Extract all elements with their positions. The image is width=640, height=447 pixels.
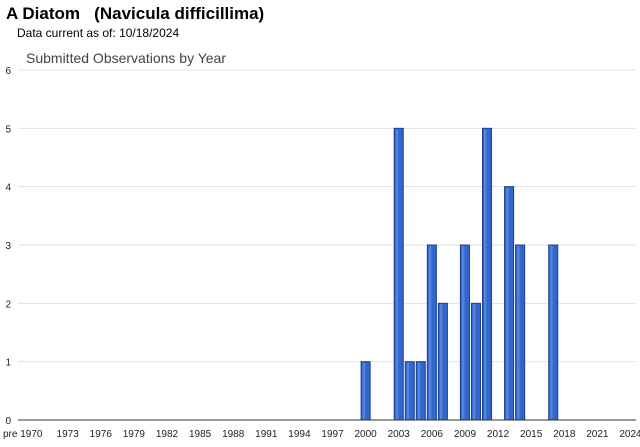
gridlines bbox=[18, 69, 636, 363]
bar-2007 bbox=[437, 302, 448, 421]
bar-2006 bbox=[426, 244, 437, 421]
x-tick-label: 2000 bbox=[355, 429, 378, 440]
bar-2004 bbox=[404, 361, 415, 421]
x-tick-label: 2009 bbox=[454, 429, 477, 440]
bar-2013 bbox=[504, 186, 515, 421]
bar-highlight-2017 bbox=[550, 246, 553, 419]
bar-highlight-2006 bbox=[428, 246, 432, 419]
bar-highlight-2003 bbox=[395, 129, 399, 419]
data-current-date: 10/18/2024 bbox=[119, 26, 180, 40]
x-tick-label: 1976 bbox=[90, 429, 113, 440]
bar-2014 bbox=[515, 244, 526, 421]
y-tick-label: 2 bbox=[5, 299, 11, 310]
bar-highlight-2007 bbox=[439, 304, 443, 419]
data-current-line: Data current as of: 10/18/2024 bbox=[17, 26, 179, 40]
bar-2011 bbox=[481, 127, 493, 421]
x-tick-label: 2003 bbox=[388, 429, 411, 440]
x-tick-label: 1994 bbox=[288, 429, 311, 440]
x-tick-label: 2021 bbox=[586, 429, 609, 440]
x-tick-label: 1997 bbox=[321, 429, 344, 440]
bar-highlight-2000 bbox=[362, 362, 366, 419]
data-current-label: Data current as of: bbox=[17, 26, 116, 40]
bars bbox=[360, 127, 559, 421]
common-name: A Diatom bbox=[6, 4, 80, 23]
x-tick-label: 1988 bbox=[222, 429, 245, 440]
y-tick-label: 6 bbox=[5, 66, 11, 77]
y-tick-label: 3 bbox=[5, 241, 11, 252]
bar-2017 bbox=[548, 244, 559, 421]
bar-highlight-2005 bbox=[417, 362, 421, 419]
page-title: A Diatom (Navicula difficillima) bbox=[6, 4, 264, 24]
x-tick-label: 1973 bbox=[57, 429, 80, 440]
y-tick-label: 4 bbox=[5, 183, 11, 194]
x-tick-label: 2018 bbox=[553, 429, 576, 440]
x-tick-label: 2006 bbox=[421, 429, 444, 440]
scientific-name: (Navicula difficillima) bbox=[94, 4, 265, 23]
x-tick-label: pre 1970 bbox=[3, 429, 43, 440]
y-tick-label: 5 bbox=[5, 124, 11, 135]
bar-2000 bbox=[360, 361, 371, 421]
y-axis-ticks: 0 1 2 3 4 5 6 bbox=[5, 66, 11, 427]
x-tick-label: 2015 bbox=[520, 429, 543, 440]
bar-2010 bbox=[470, 302, 482, 421]
x-tick-label: 1979 bbox=[123, 429, 146, 440]
bar-highlight-2004 bbox=[406, 362, 410, 419]
observations-chart: Submitted Observations by Year 0 1 2 3 4 5 6 p… bbox=[0, 44, 640, 442]
chart-title: Submitted Observations by Year bbox=[26, 50, 226, 66]
bar-highlight-2010 bbox=[472, 304, 476, 419]
chart-svg: Submitted Observations by Year 0 1 2 3 4 5 6 p… bbox=[3, 50, 640, 440]
bar-highlight-2013 bbox=[506, 187, 509, 419]
x-tick-label: 1991 bbox=[255, 429, 278, 440]
bar-highlight-2014 bbox=[517, 246, 520, 419]
x-tick-label: 1985 bbox=[189, 429, 212, 440]
x-tick-label: 2012 bbox=[487, 429, 510, 440]
bar-highlight-2011 bbox=[483, 129, 487, 419]
y-tick-label: 0 bbox=[5, 416, 11, 427]
bar-highlight-2009 bbox=[461, 246, 465, 419]
bar-2003 bbox=[393, 127, 404, 421]
y-tick-label: 1 bbox=[5, 358, 11, 369]
bar-2009 bbox=[459, 244, 470, 421]
bar-2005 bbox=[415, 361, 426, 421]
x-tick-label: 1982 bbox=[156, 429, 179, 440]
x-tick-label: 2024 bbox=[619, 429, 640, 440]
x-axis-ticks: pre 1970 1973 1976 1979 1982 1985 1988 1991 1994… bbox=[3, 429, 640, 440]
